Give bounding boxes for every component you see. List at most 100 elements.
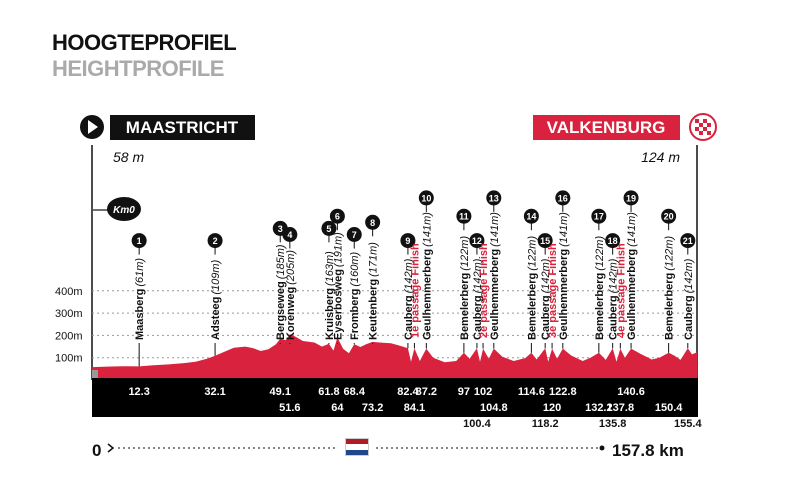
climb-marker: Bergseweg(185m) 3 <box>272 220 288 344</box>
climb-number: 1 <box>137 236 142 246</box>
arrow-right-icon <box>107 443 115 453</box>
start-city: MAASTRICHT <box>126 118 239 137</box>
climb-number: 2 <box>213 236 218 246</box>
climb-number: 16 <box>558 193 568 203</box>
km0-label: Km0 <box>113 205 135 216</box>
finish-elevation: 124 m <box>641 149 680 165</box>
climb-label: Bemelerberg(122m) <box>459 236 471 340</box>
climb-label: Keutenberg(171m) <box>368 242 380 340</box>
km-label: 102 <box>474 386 492 398</box>
climb-marker: Geulhemmerberg(141m) 16 <box>555 190 571 349</box>
climb-marker: Cauberg(142m) 9 <box>400 233 416 349</box>
km-label: 150.4 <box>655 402 683 414</box>
climb-number-badge <box>555 190 571 206</box>
finish-badge: VALKENBURG 124 m <box>533 113 717 165</box>
start-city-box <box>110 115 255 140</box>
climb-number-badge <box>680 233 696 249</box>
climb-marker: Cauberg(142m) 18 <box>605 233 621 349</box>
km-label: 64 <box>331 402 344 414</box>
climb-number-badge <box>486 190 502 206</box>
climb-label: Geulhemmerberg(141m) <box>626 212 638 340</box>
km-label: 73.2 <box>362 402 383 414</box>
y-tick-label: 200m <box>55 330 83 342</box>
play-icon <box>88 120 98 134</box>
start-elevation: 58 m <box>113 149 144 165</box>
climb-label: Fromberg(160m) <box>349 251 361 340</box>
elevation-grid: 100m 200m 300m 400m <box>55 286 697 365</box>
km-label: 100.4 <box>463 418 491 430</box>
climb-number: 19 <box>626 193 636 203</box>
climb-label: Cauberg(142m) <box>472 258 484 340</box>
climb-number: 4 <box>287 230 292 240</box>
km0-circle <box>107 197 141 221</box>
y-tick-label: 400m <box>55 286 83 298</box>
climb-marker: Maasberg(61m) 1 <box>131 233 147 367</box>
finish-passage-label: 3e passage Finish <box>547 243 559 338</box>
climb-marker: Bemelerberg(122m) 20 <box>661 208 677 353</box>
climb-label: Adsteeg(109m) <box>210 259 222 340</box>
km-label: 122.8 <box>549 386 577 398</box>
climb-number: 21 <box>683 236 693 246</box>
climb-label: Bergseweg(185m) <box>275 244 287 340</box>
climb-label: Geulhemmerberg(141m) <box>421 212 433 340</box>
climb-label: Geulhemmerberg(141m) <box>489 212 501 340</box>
climb-number-badge <box>591 208 607 224</box>
climb-markers: Maasberg(61m) 1 Adsteeg(109m) 2 Bergseweg(18… <box>131 190 696 367</box>
distance-start: 0 <box>92 441 101 460</box>
climb-number-badge <box>661 208 677 224</box>
km-label: 68.4 <box>344 386 366 398</box>
km-label: 61.8 <box>318 386 339 398</box>
climb-marker: Fromberg(160m) 7 <box>346 227 362 345</box>
distance-end: 157.8 km <box>612 441 684 460</box>
climb-marker: Eyserbosweg(191m) 6 <box>329 208 345 344</box>
climb-marker: Geulhemmerberg(141m) 19 <box>623 190 639 349</box>
km-label: 97 <box>458 386 470 398</box>
km-bar <box>92 378 698 417</box>
chart-subtitle: HEIGHTPROFILE <box>52 56 224 81</box>
climb-number: 20 <box>664 212 674 222</box>
climb-number: 9 <box>405 236 410 246</box>
finish-passage-marker: 3e passage Finish <box>547 243 559 349</box>
climb-marker: Adsteeg(109m) 2 <box>207 233 223 356</box>
km-label: 137.8 <box>607 402 635 414</box>
climb-label: Eyserbosweg(191m) <box>332 232 344 340</box>
climb-marker: Cauberg(142m) 21 <box>680 233 696 349</box>
km-labels: 12.3 32.1 49.1 61.8 68.4 82.487.2 97 102 114.6 12… <box>92 386 702 431</box>
km-label: 140.6 <box>617 386 645 398</box>
km-label: 120 <box>543 402 561 414</box>
climb-label: Cauberg(142m) <box>608 258 620 340</box>
climb-number-badge <box>400 233 416 249</box>
climb-label: Kruisberg(163m) <box>324 251 336 340</box>
km-label: 155.4 <box>674 418 702 430</box>
km-label: 32.1 <box>204 386 225 398</box>
climb-number-badge <box>469 233 485 249</box>
climb-marker: Keutenberg(171m) 8 <box>365 214 381 344</box>
climb-marker: Korenweg(205m) 4 <box>282 227 298 344</box>
finish-passage-label: 1e passage Finish <box>409 243 421 338</box>
y-tick-label: 100m <box>55 353 83 365</box>
climb-number-badge <box>282 227 298 242</box>
km-label: 114.6 <box>518 386 545 398</box>
climb-marker: Cauberg(142m) 12 <box>469 233 485 349</box>
climb-number-badge <box>346 227 362 242</box>
climb-number: 10 <box>421 193 431 203</box>
climb-number: 5 <box>326 224 331 234</box>
chart-title: HOOGTEPROFIEL <box>52 30 237 55</box>
start-badge: MAASTRICHT 58 m <box>80 115 255 165</box>
y-tick-label: 300m <box>55 308 83 320</box>
climb-number: 7 <box>352 230 357 240</box>
climb-label: Korenweg(205m) <box>285 250 297 340</box>
climb-label: Cauberg(142m) <box>683 258 695 340</box>
climb-number: 15 <box>540 236 550 246</box>
climb-label: Geulhemmerberg(141m) <box>558 212 570 340</box>
climb-label: Cauberg(142m) <box>403 258 415 340</box>
finish-passage-marker: 2e passage Finish <box>478 243 490 349</box>
climb-number: 14 <box>526 212 536 222</box>
km-label: 51.6 <box>279 402 300 414</box>
climb-number-badge <box>418 190 434 206</box>
km-label: 49.1 <box>270 386 291 398</box>
climb-number-badge <box>131 233 147 249</box>
climb-number: 11 <box>459 212 469 222</box>
climb-marker: Bemelerberg(122m) 11 <box>456 208 472 353</box>
km-label: 82.4 <box>397 386 419 398</box>
